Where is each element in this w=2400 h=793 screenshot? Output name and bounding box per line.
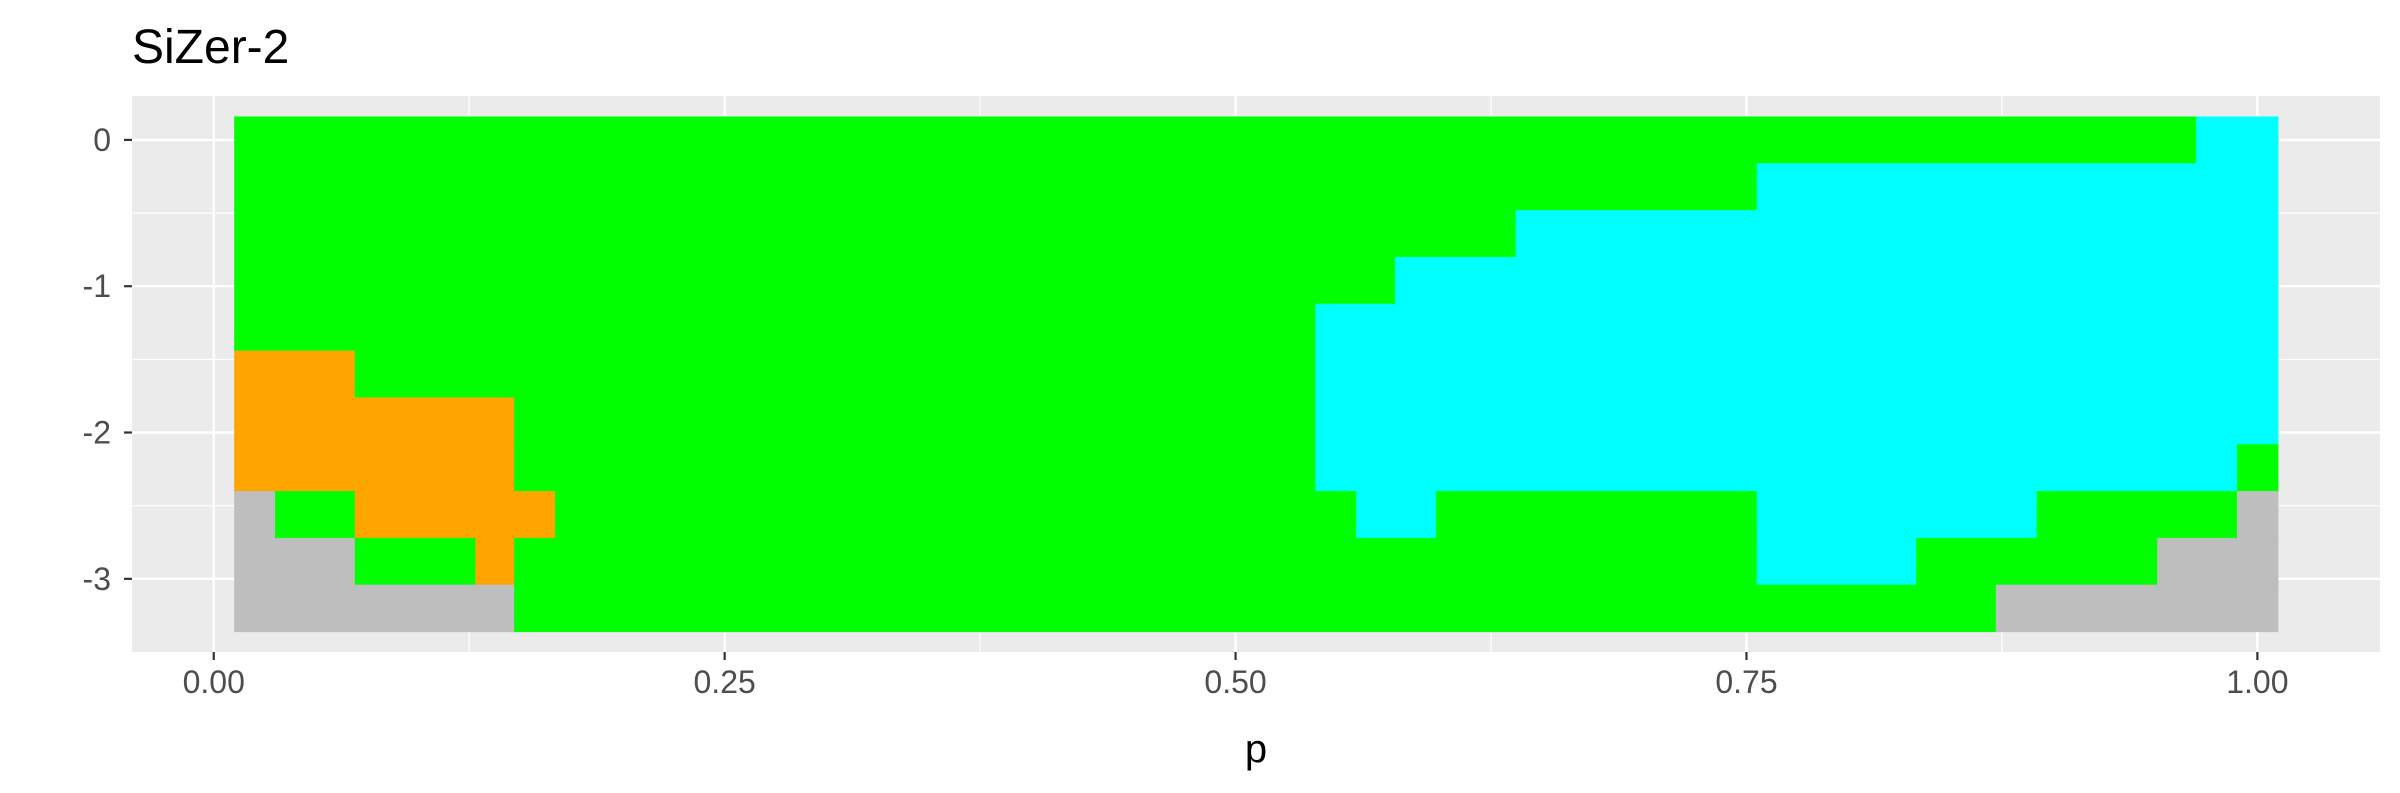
sizer-cell-green	[514, 444, 1316, 492]
sizer-cell-cyan	[1315, 397, 2279, 445]
sizer-cell-green	[234, 210, 1517, 258]
y-tick-label: 0	[93, 122, 111, 158]
y-tick-label: -1	[83, 268, 111, 304]
sizer-cell-green	[1435, 491, 1758, 539]
sizer-cell-cyan	[1756, 163, 2279, 211]
sizer-cell-cyan	[1394, 256, 2279, 305]
y-axis: 0 -1 -2 -3	[83, 122, 132, 597]
sizer-cell-gray	[234, 491, 276, 539]
sizer-cell-green	[354, 350, 1316, 399]
y-tick-label: -3	[83, 561, 111, 597]
sizer-cell-gray	[2157, 537, 2279, 586]
sizer-cell-green	[1315, 491, 1357, 539]
sizer-cell-green	[2236, 444, 2279, 492]
sizer-cell-orange	[234, 444, 515, 492]
sizer-cell-cyan	[1315, 303, 2279, 352]
y-tick-label: -2	[83, 415, 111, 451]
sizer-cell-gray	[2236, 491, 2279, 539]
sizer-cell-orange	[234, 350, 356, 399]
sizer-cell-cyan	[1756, 491, 2038, 539]
sizer-cell-green	[514, 537, 1758, 586]
sizer-cells	[234, 116, 2279, 633]
sizer-cell-green	[234, 303, 1316, 352]
x-tick-label: 0.00	[183, 664, 245, 700]
sizer-cell-green	[2036, 491, 2238, 539]
sizer-cell-green	[555, 491, 1316, 539]
sizer-cell-orange	[475, 537, 515, 586]
x-tick-label: 0.75	[1715, 664, 1777, 700]
sizer-cell-green	[234, 163, 1758, 211]
sizer-cell-cyan	[1315, 444, 2238, 492]
sizer-cell-cyan	[1356, 491, 1437, 539]
sizer-cell-gray	[234, 584, 515, 633]
x-axis-label: p	[1245, 727, 1267, 771]
sizer-cell-orange	[234, 397, 515, 445]
x-tick-label: 1.00	[2226, 664, 2288, 700]
sizer-cell-cyan	[1756, 537, 1917, 586]
sizer-cell-cyan	[2196, 116, 2279, 164]
sizer-cell-green	[514, 397, 1316, 445]
sizer-cell-green	[234, 256, 1396, 305]
x-tick-label: 0.50	[1204, 664, 1266, 700]
chart-title: SiZer-2	[132, 21, 289, 74]
sizer-cell-gray	[234, 537, 356, 586]
sizer-cell-orange	[354, 491, 556, 539]
sizer-cell-cyan	[1515, 210, 2279, 258]
x-tick-label: 0.25	[694, 664, 756, 700]
sizer-cell-green	[275, 491, 356, 539]
x-axis: 0.00 0.25 0.50 0.75 1.00	[183, 652, 2289, 700]
sizer-cell-green	[234, 116, 2197, 164]
sizer-cell-green	[354, 537, 476, 586]
sizer-cell-gray	[1995, 584, 2279, 633]
sizer-cell-cyan	[1315, 350, 2279, 399]
sizer-cell-green	[1916, 537, 2158, 586]
sizer-cell-green	[514, 584, 1997, 633]
